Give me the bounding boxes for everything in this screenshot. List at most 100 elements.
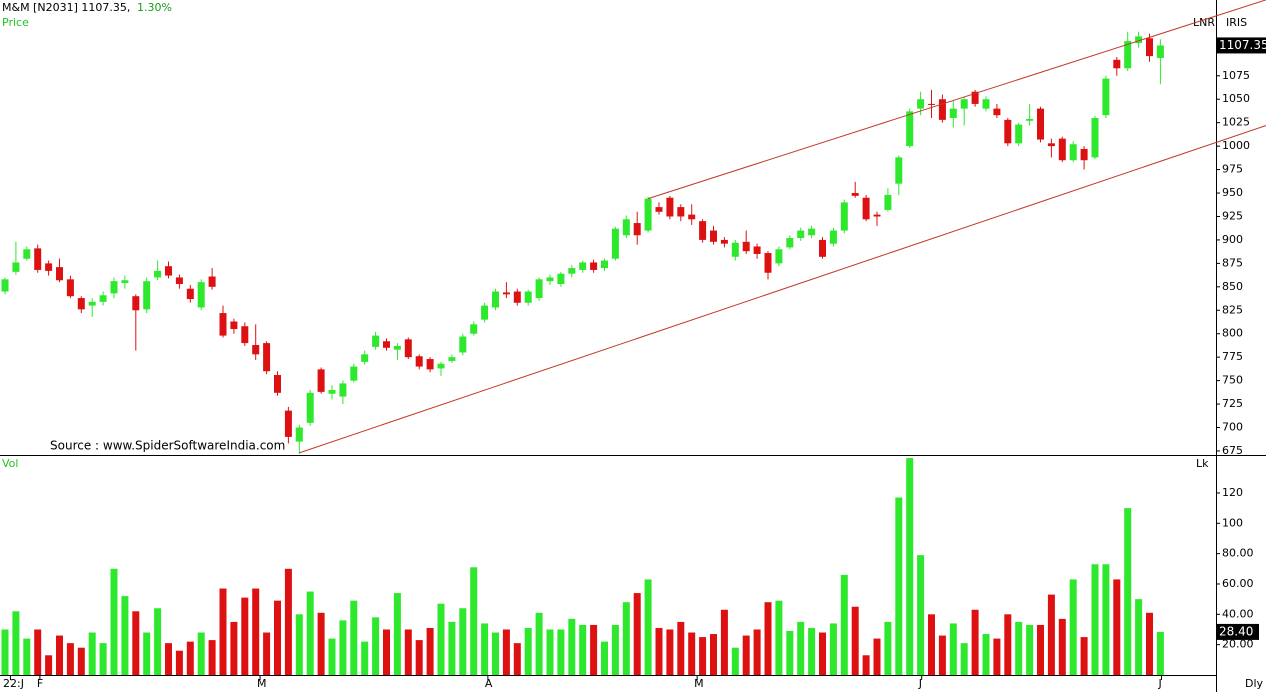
candle-body	[1015, 124, 1023, 144]
volume-bar	[393, 593, 401, 675]
x-tick-label: M	[257, 677, 267, 690]
volume-bar	[459, 608, 467, 675]
candle-body	[546, 277, 554, 282]
volume-bar	[775, 600, 783, 675]
candle-body	[666, 197, 674, 217]
volume-bar	[535, 612, 543, 675]
candle-body	[982, 99, 990, 109]
volume-bar	[873, 638, 881, 675]
volume-bar	[699, 637, 707, 675]
y-tick-label: 675	[1222, 444, 1243, 457]
volume-bar	[372, 617, 380, 675]
candle-body	[12, 262, 20, 272]
candle-body	[45, 263, 53, 271]
candle-body	[524, 291, 532, 303]
volume-bar	[579, 624, 587, 675]
x-tick-label: J	[1157, 677, 1161, 690]
candle-body	[1, 279, 9, 292]
candle-body	[317, 369, 325, 392]
candle-body	[459, 336, 467, 353]
volume-bar	[492, 632, 499, 675]
candle-body	[579, 262, 587, 270]
volume-bar	[88, 632, 96, 675]
volume-bar	[99, 643, 107, 675]
volume-bar	[1026, 624, 1034, 675]
y-tick-label: 775	[1222, 350, 1243, 363]
volume-bar	[12, 611, 20, 675]
volume-bar	[1091, 564, 1099, 675]
volume-bar	[328, 638, 336, 675]
candle-body	[611, 228, 619, 259]
y-tick-label: 1025	[1222, 116, 1250, 129]
candle-body	[23, 249, 31, 259]
y-tick-label: 800	[1222, 327, 1243, 340]
volume-bar	[165, 643, 172, 675]
candle-body	[197, 282, 205, 308]
volume-bar	[601, 641, 608, 675]
right-label: LNR	[1193, 16, 1215, 29]
candle-body	[535, 279, 543, 299]
panel-label: Vol	[2, 457, 18, 470]
y-tick-label: 1075	[1222, 69, 1250, 82]
candle-body	[175, 277, 183, 285]
volume-bar	[1004, 614, 1012, 675]
candle-body	[66, 279, 74, 297]
volume-bar	[546, 629, 554, 675]
volume-bar	[949, 623, 957, 675]
candle-body	[742, 241, 750, 252]
x-tick-label: 22:J	[3, 677, 24, 690]
candle-body	[677, 207, 685, 217]
candle-body	[241, 326, 249, 344]
last-volume: 28.40	[1219, 624, 1253, 638]
last-price-box	[1217, 37, 1266, 54]
y-tick-label: 750	[1222, 374, 1243, 387]
candle-body	[393, 345, 401, 350]
volume-bar	[415, 640, 423, 675]
candle-body	[99, 295, 107, 302]
volume-bar	[993, 638, 1001, 675]
volume-bar	[1058, 618, 1066, 675]
x-tick-label: F	[37, 677, 43, 690]
candle-body	[764, 253, 772, 273]
candle-body	[873, 214, 881, 217]
y-tick-label: 700	[1222, 421, 1243, 434]
candle-body	[513, 291, 521, 303]
candle-body	[655, 207, 663, 212]
y-tick-label: 725	[1222, 397, 1243, 410]
candle-body	[949, 108, 957, 118]
candle-body	[121, 280, 129, 284]
candle-body	[1135, 36, 1143, 43]
volume-bar	[840, 574, 848, 675]
volume-bar	[437, 603, 445, 675]
volume-bar	[56, 635, 63, 675]
volume-bar	[154, 608, 162, 675]
volume-bar	[971, 609, 979, 675]
volume-bar	[960, 643, 968, 675]
candle-body	[426, 359, 434, 370]
candle-body	[938, 99, 946, 120]
volume-bar	[688, 632, 696, 675]
volume-bar	[720, 609, 728, 675]
candle-body	[851, 193, 859, 196]
volume-bar	[1080, 637, 1088, 675]
candle-body	[372, 335, 380, 347]
volume-bar	[219, 588, 227, 675]
candle-body	[230, 321, 238, 330]
candle-body	[154, 270, 162, 278]
candle-body	[644, 198, 652, 231]
candle-body	[132, 296, 140, 311]
volume-bar	[917, 555, 925, 675]
candle-body	[415, 356, 423, 367]
volume-bar	[829, 623, 837, 675]
volume-bar	[895, 497, 903, 675]
volume-bar	[132, 611, 140, 675]
candle-body	[906, 111, 914, 147]
candle-body	[720, 239, 728, 244]
y-tick-label: 950	[1222, 186, 1243, 199]
y-tick-label: 100	[1222, 516, 1243, 529]
volume-bar	[34, 629, 42, 675]
candle-body	[884, 194, 892, 210]
volume-bar	[590, 624, 598, 675]
candle-body	[993, 108, 1001, 116]
candle-body	[1113, 59, 1121, 69]
